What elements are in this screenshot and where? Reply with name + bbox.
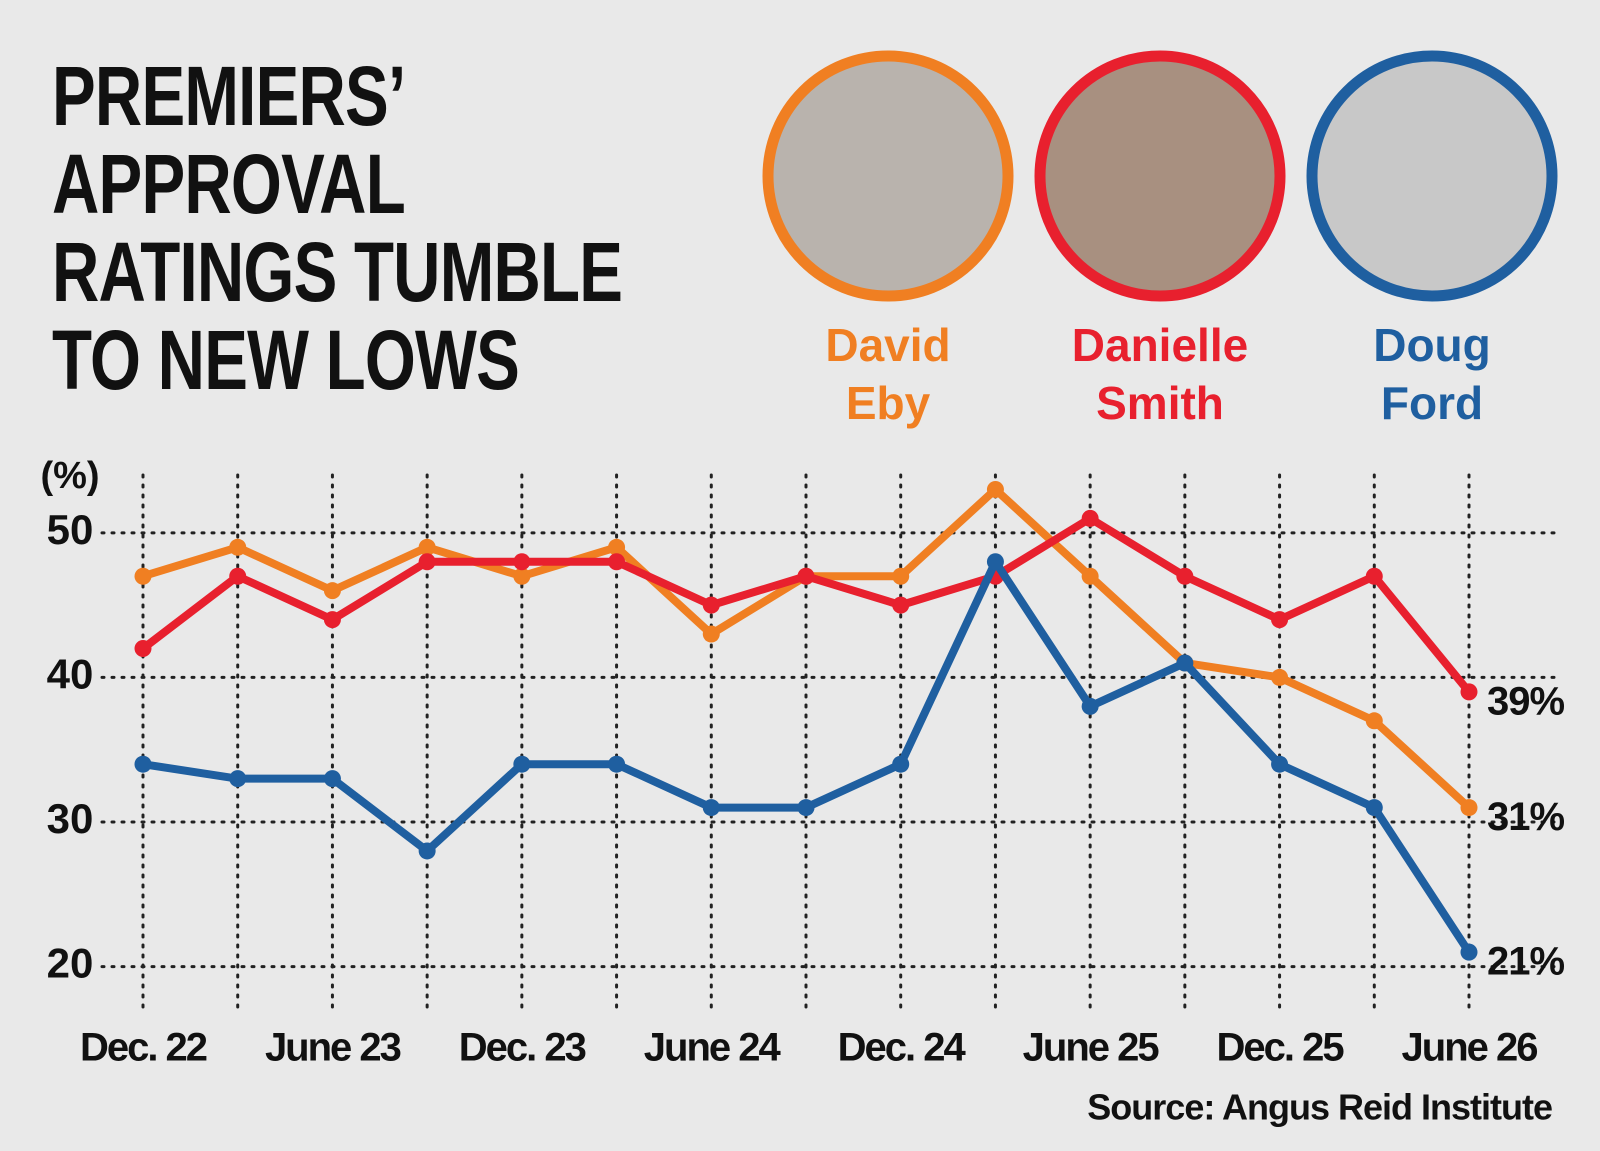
- portrait: [1034, 50, 1286, 302]
- x-tick-label: June 25: [1023, 1026, 1160, 1070]
- data-point: [229, 538, 247, 556]
- y-tick-label: 30: [47, 795, 94, 842]
- data-point: [418, 538, 436, 556]
- data-point: [702, 596, 720, 614]
- data-point: [323, 770, 341, 788]
- source: Source: Angus Reid Institute: [1087, 1087, 1552, 1128]
- data-point: [323, 611, 341, 629]
- data-point: [797, 567, 815, 585]
- data-point: [1081, 697, 1099, 715]
- legend-entry: David Eby: [825, 319, 951, 429]
- data-point: [797, 799, 815, 817]
- data-point: [1460, 943, 1478, 961]
- data-point: [1271, 668, 1289, 686]
- value-label: 31%: [1487, 795, 1564, 839]
- data-point: [892, 596, 910, 614]
- y-tick-label: 20: [47, 940, 94, 987]
- x-tick-label: June 23: [265, 1026, 401, 1070]
- x-tick-label: Dec. 23: [459, 1026, 586, 1070]
- data-point: [323, 582, 341, 600]
- data-point: [229, 770, 247, 788]
- data-point: [418, 553, 436, 571]
- data-point: [986, 480, 1004, 498]
- y-tick-label: 40: [47, 651, 94, 698]
- portraits: [762, 50, 1558, 302]
- value-label: 39%: [1487, 679, 1564, 723]
- data-point: [1271, 611, 1289, 629]
- portrait: [762, 50, 1014, 302]
- data-point: [513, 567, 531, 585]
- data-point: [608, 538, 626, 556]
- data-point: [513, 553, 531, 571]
- data-point: [1271, 755, 1289, 773]
- data-point: [134, 640, 152, 658]
- data-point: [418, 842, 436, 860]
- chart-title: PREMIERS’ APPROVAL RATINGS TUMBLE TO NEW…: [52, 49, 623, 407]
- data-point: [892, 567, 910, 585]
- y-tick-label: 50: [47, 506, 94, 553]
- x-tick-label: Dec. 25: [1217, 1026, 1345, 1070]
- data-point: [1460, 799, 1478, 817]
- data-point: [1081, 509, 1099, 527]
- data-point: [1460, 683, 1478, 701]
- data-point: [134, 567, 152, 585]
- data-point: [229, 567, 247, 585]
- data-point: [1365, 799, 1383, 817]
- data-point: [702, 625, 720, 643]
- data-point: [702, 799, 720, 817]
- data-point: [134, 755, 152, 773]
- x-tick-label: June 26: [1402, 1026, 1538, 1070]
- y-axis-label: (%): [40, 455, 99, 497]
- data-point: [892, 755, 910, 773]
- data-point: [986, 553, 1004, 571]
- data-point: [1365, 567, 1383, 585]
- data-point: [513, 755, 531, 773]
- x-tick-label: June 24: [644, 1026, 782, 1070]
- data-point: [1081, 567, 1099, 585]
- data-point: [608, 553, 626, 571]
- legend-entry: Danielle Smith: [1071, 319, 1249, 429]
- value-label: 21%: [1487, 940, 1564, 984]
- data-point: [608, 755, 626, 773]
- legend-entry: Doug Ford: [1373, 319, 1491, 429]
- x-tick-label: Dec. 24: [838, 1026, 967, 1070]
- data-point: [1365, 712, 1383, 730]
- portrait: [1306, 50, 1558, 302]
- data-point: [1176, 654, 1194, 672]
- data-point: [1176, 567, 1194, 585]
- x-tick-label: Dec. 22: [80, 1026, 207, 1070]
